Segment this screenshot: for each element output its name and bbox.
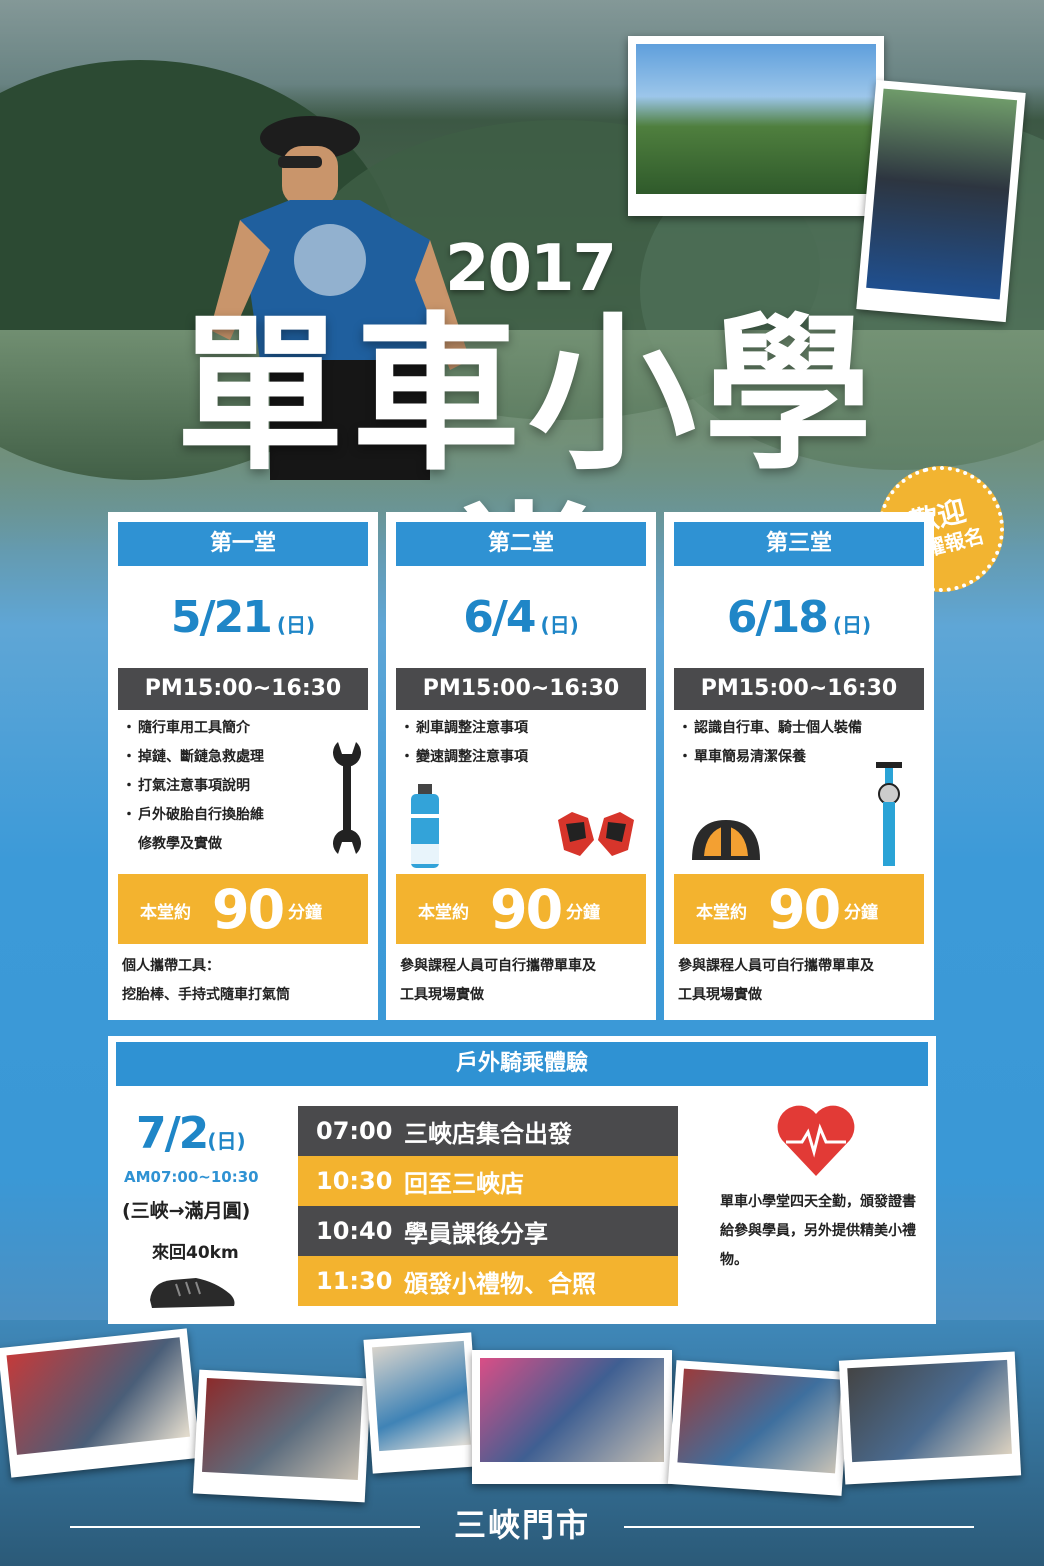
session-duration: 本堂約 90 分鐘 (674, 874, 924, 944)
duration-value: 90 (490, 878, 563, 941)
schedule-row: 11:30 頒發小禮物、合照 (298, 1256, 678, 1306)
note-line: 工具現場實做 (678, 987, 762, 1003)
pump-icon (876, 762, 902, 866)
class-photo-6 (838, 1351, 1022, 1485)
session-time: PM15:00~16:30 (118, 668, 368, 710)
schedule-time: 10:30 (316, 1167, 393, 1195)
schedule-row: 10:30 回至三峽店 (298, 1156, 678, 1206)
outdoor-schedule: 07:00 三峽店集合出發 10:30 回至三峽店 10:40 學員課後分享 1… (298, 1106, 678, 1306)
session-header: 第三堂 (674, 522, 924, 566)
session-date-value: 5/21 (170, 592, 273, 643)
gloves-icon (558, 812, 634, 856)
class-photo-2 (192, 1369, 372, 1503)
session-topics: 剎車調整注意事項 變速調整注意事項 (400, 714, 600, 772)
session-time: PM15:00~16:30 (396, 668, 646, 710)
helmet-icon (692, 820, 760, 860)
session-date: 6/4 (日) (386, 592, 656, 643)
duration-value: 90 (768, 878, 841, 941)
duration-suffix: 分鐘 (288, 903, 322, 923)
topic-item: 變速調整注意事項 (400, 743, 600, 772)
certificate-note: 單車小學堂四天全勤，頒發證書給參與學員，另外提供精美小禮物。 (720, 1194, 916, 1268)
note-line: 參與課程人員可自行攜帶單車及 (400, 958, 596, 974)
rider-photo-2 (856, 79, 1026, 323)
schedule-row: 07:00 三峽店集合出發 (298, 1106, 678, 1156)
session-card-3: 第三堂 6/18(日) PM15:00~16:30 認識自行車、騎士個人裝備 單… (664, 512, 934, 1020)
session-duration: 本堂約 90 分鐘 (396, 874, 646, 944)
outdoor-time: AM07:00~10:30 (124, 1168, 259, 1186)
note-line: 參與課程人員可自行攜帶單車及 (678, 958, 874, 974)
topic-item: 單車簡易清潔保養 (678, 743, 918, 772)
water-bottle-icon (411, 784, 439, 868)
duration-prefix: 本堂約 (418, 903, 469, 923)
topic-item: 打氣注意事項說明 (122, 772, 337, 801)
session-topics: 隨行車用工具簡介 掉鏈、斷鏈急救處理 打氣注意事項說明 戶外破胎自行換胎維 修教… (122, 714, 337, 859)
session-header: 第二堂 (396, 522, 646, 566)
session-card-1: 第一堂 5/21(日) PM15:00~16:30 隨行車用工具簡介 掉鏈、斷鏈… (108, 512, 378, 1020)
footer-divider (70, 1526, 420, 1528)
session-header: 第一堂 (118, 522, 368, 566)
session-note: 個人攜帶工具： 挖胎棒、手持式隨車打氣筒 (122, 952, 367, 1010)
schedule-time: 07:00 (316, 1117, 393, 1145)
session-time: PM15:00~16:30 (674, 668, 924, 710)
outdoor-ride-section: 戶外騎乘體驗 7/2(日) AM07:00~10:30 (三峽→滿月圓) 來回4… (108, 1036, 936, 1324)
note-line: 工具現場實做 (400, 987, 484, 1003)
outdoor-route: (三峽→滿月圓) (122, 1200, 251, 1222)
topic-item: 剎車調整注意事項 (400, 714, 600, 743)
duration-prefix: 本堂約 (696, 903, 747, 923)
topic-item: 認識自行車、騎士個人裝備 (678, 714, 918, 743)
heart-icon (777, 1105, 855, 1176)
outdoor-date: 7/2(日) (136, 1108, 246, 1159)
class-photo-4 (472, 1350, 672, 1484)
session-card-2: 第二堂 6/4(日) PM15:00~16:30 剎車調整注意事項 變速調整注意… (386, 512, 656, 1020)
session-date-value: 6/4 (463, 592, 536, 643)
cyclist-photo (210, 116, 470, 480)
schedule-time: 10:40 (316, 1217, 393, 1245)
note-line: 個人攜帶工具： (122, 958, 220, 974)
outdoor-distance: 來回40km (152, 1243, 239, 1263)
session-date-value: 6/18 (726, 592, 829, 643)
topic-item: 掉鏈、斷鏈急救處理 (122, 743, 337, 772)
note-line: 挖胎棒、手持式隨車打氣筒 (122, 987, 290, 1003)
session-weekday: (日) (540, 613, 579, 637)
schedule-text: 學員課後分享 (404, 1219, 548, 1248)
schedule-text: 頒發小禮物、合照 (404, 1269, 596, 1298)
duration-suffix: 分鐘 (566, 903, 600, 923)
schedule-row: 10:40 學員課後分享 (298, 1206, 678, 1256)
session-weekday: (日) (832, 613, 872, 637)
session-date: 6/18 (日) (664, 592, 934, 643)
session-topics: 認識自行車、騎士個人裝備 單車簡易清潔保養 (678, 714, 918, 772)
class-photo-1 (0, 1328, 201, 1478)
outdoor-date-value: 7/2 (136, 1108, 209, 1159)
schedule-text: 回至三峽店 (404, 1169, 524, 1198)
wrench-icon (333, 742, 361, 854)
duration-suffix: 分鐘 (844, 903, 878, 923)
cycling-shoe-icon (150, 1278, 235, 1308)
session-weekday: (日) (276, 613, 316, 637)
topic-item: 隨行車用工具簡介 (122, 714, 337, 743)
footer-divider (624, 1526, 974, 1528)
topic-item: 戶外破胎自行換胎維 (122, 801, 337, 830)
topic-item: 修教學及實做 (138, 836, 222, 852)
session-date: 5/21 (日) (108, 592, 378, 643)
schedule-time: 11:30 (316, 1267, 393, 1295)
duration-prefix: 本堂約 (140, 903, 191, 923)
rider-photo-1 (628, 36, 884, 216)
outdoor-weekday: (日) (207, 1129, 246, 1153)
schedule-text: 三峽店集合出發 (404, 1119, 572, 1148)
session-duration: 本堂約 90 分鐘 (118, 874, 368, 944)
store-name: 三峽門市 (453, 1506, 590, 1544)
class-photo-5 (667, 1360, 851, 1496)
event-year: 2017 (444, 232, 617, 306)
class-photo-3 (363, 1332, 481, 1474)
outdoor-header: 戶外騎乘體驗 (116, 1042, 928, 1086)
session-note: 參與課程人員可自行攜帶單車及 工具現場實做 (678, 952, 923, 1010)
session-note: 參與課程人員可自行攜帶單車及 工具現場實做 (400, 952, 645, 1010)
duration-value: 90 (212, 878, 285, 941)
